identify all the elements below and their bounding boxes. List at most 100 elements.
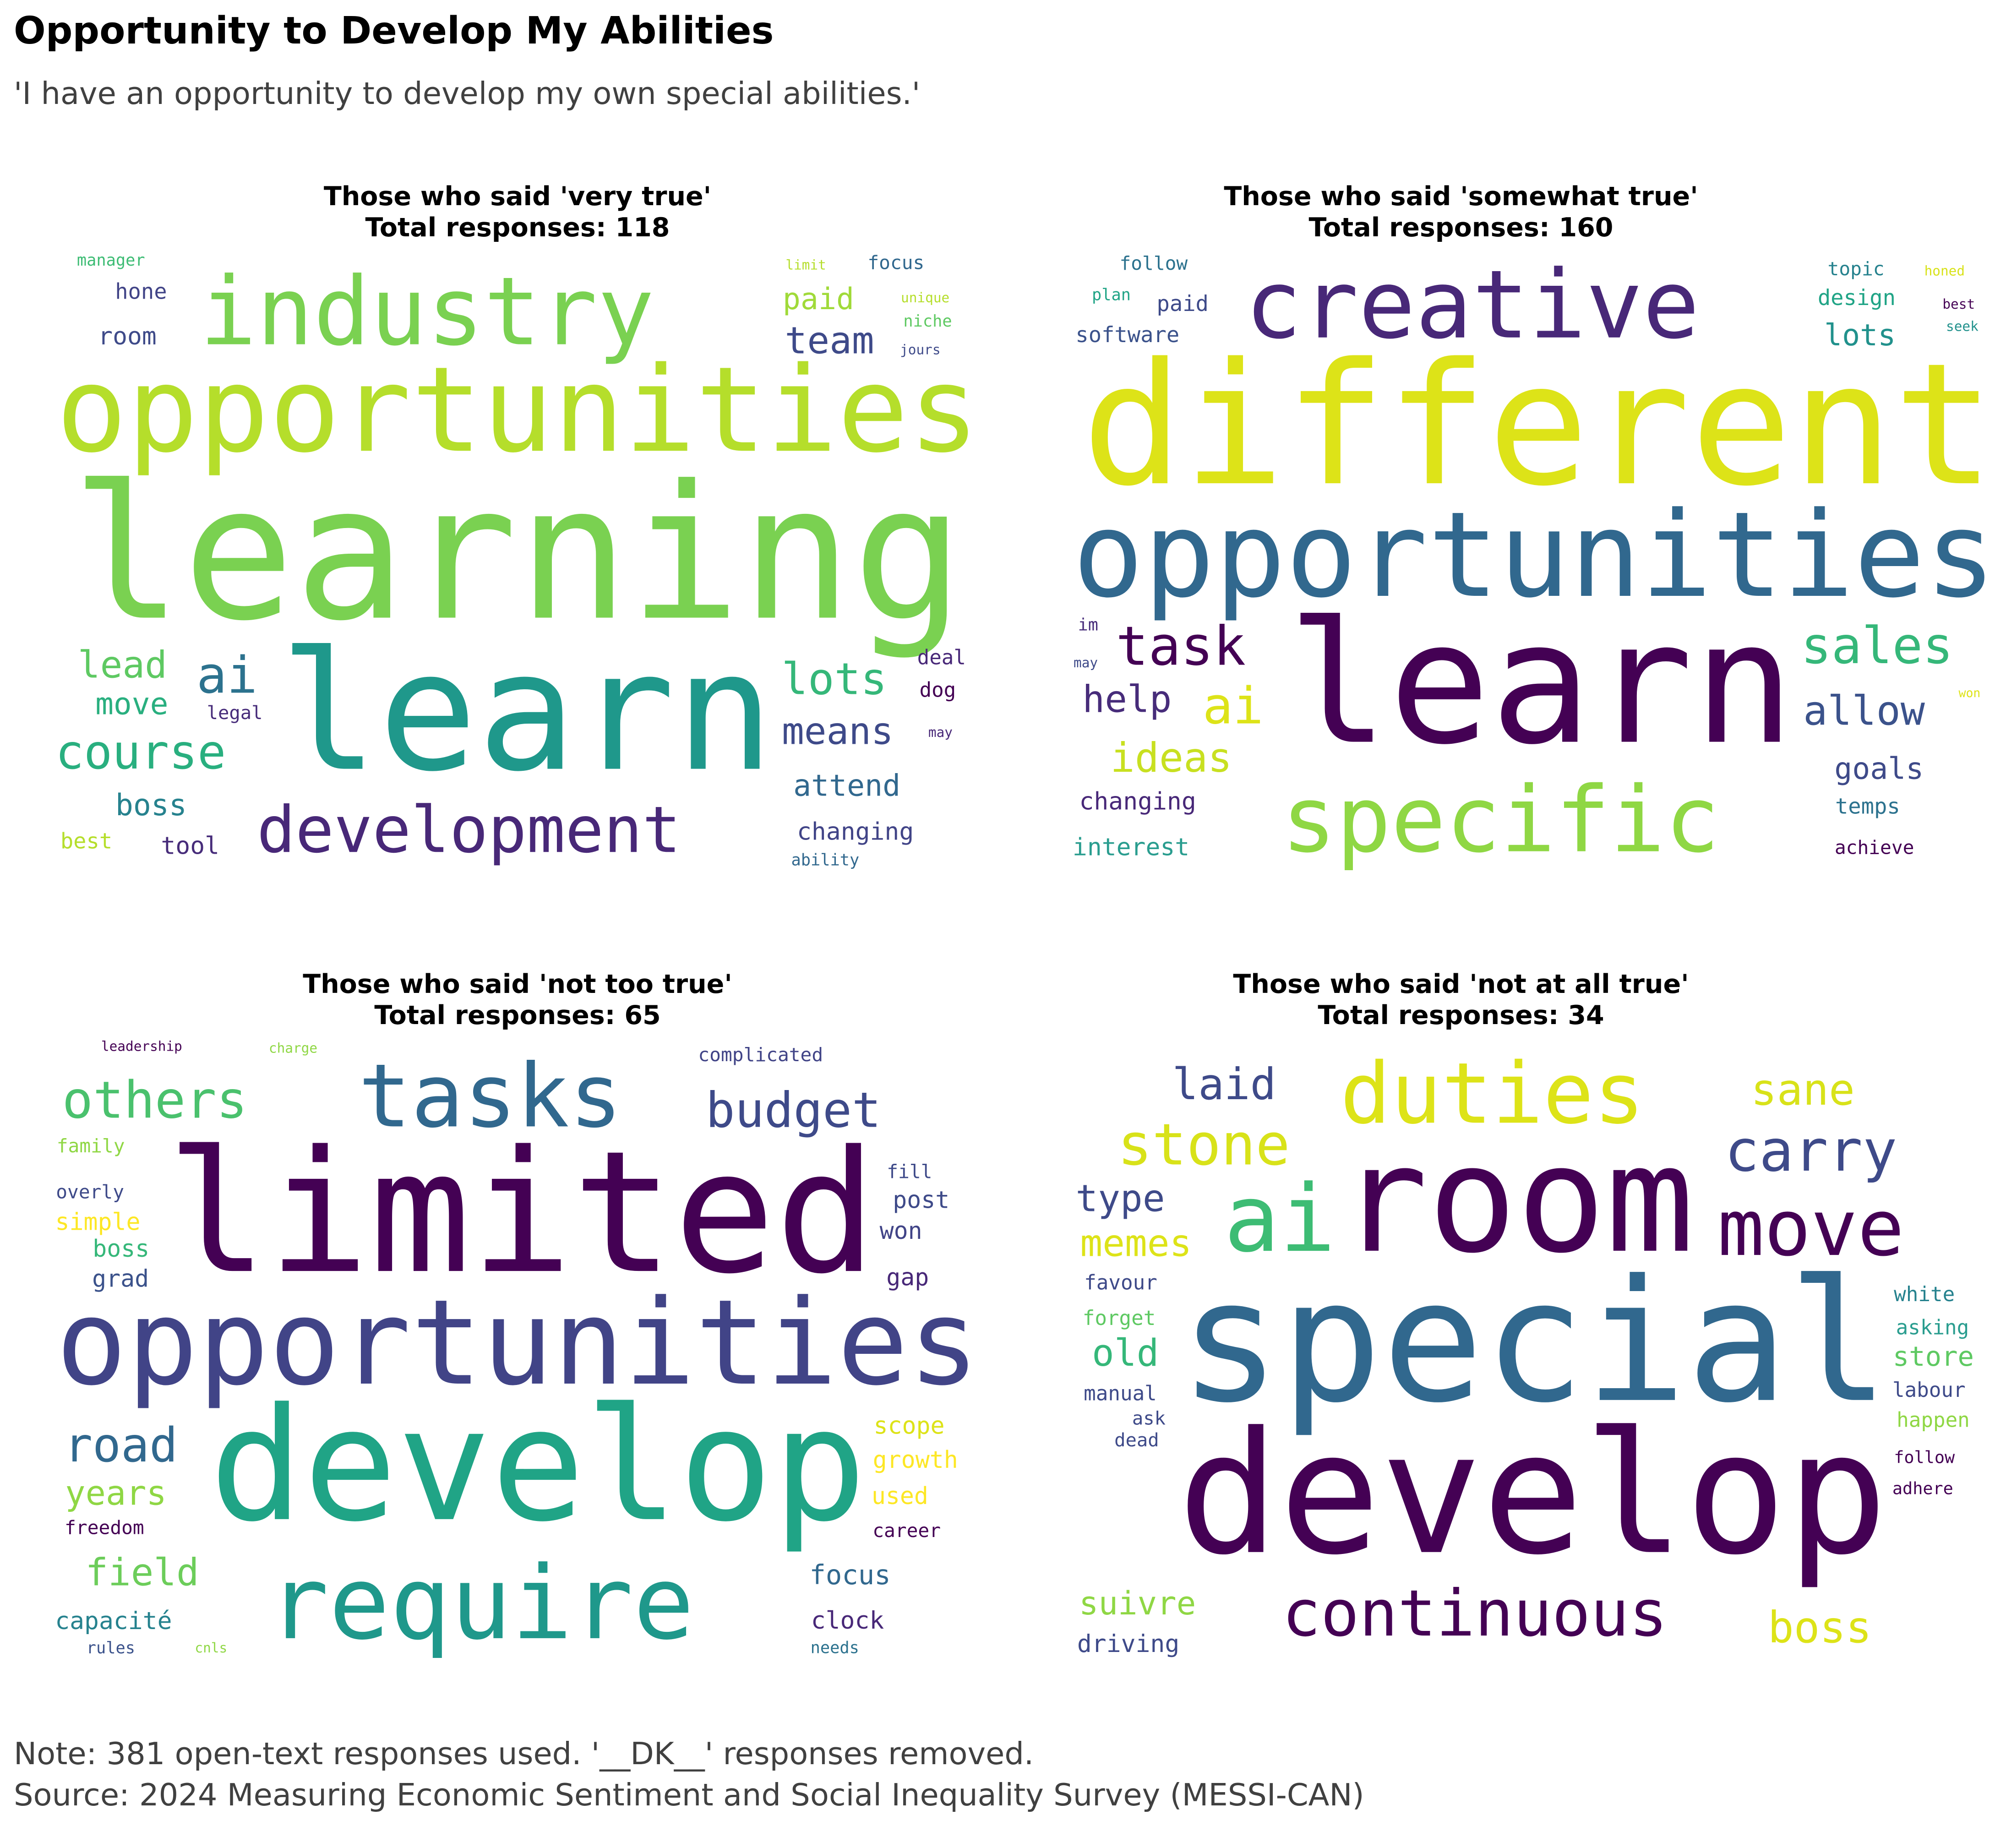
panel-title-somewhat-true: Those who said 'somewhat true' Total res… (1150, 181, 1772, 243)
word-carry: carry (1725, 1118, 1897, 1184)
word-course: course (55, 725, 226, 780)
word-learn: learn (1287, 585, 1795, 782)
footer-note: Note: 381 open-text responses used. '__D… (14, 1736, 1034, 1772)
word-tasks: tasks (358, 1045, 622, 1147)
word-family: family (57, 1135, 125, 1157)
word-boss: boss (1768, 1603, 1872, 1653)
word-tool: tool (161, 832, 219, 860)
word-ai: ai (196, 646, 257, 705)
word-freedom: freedom (65, 1517, 144, 1539)
word-best: best (1942, 296, 1975, 312)
word-attend: attend (793, 769, 900, 803)
word-best: best (60, 829, 112, 854)
word-ask: ask (1132, 1407, 1166, 1429)
word-plan: plan (1092, 285, 1131, 304)
word-old: old (1092, 1332, 1159, 1375)
word-driving: driving (1077, 1630, 1179, 1658)
wordcloud-somewhat-true: opportunities different learn creative speci… (1069, 245, 1999, 870)
word-creative: creative (1245, 250, 1700, 360)
word-deal: deal (917, 646, 966, 669)
word-opportunities: opportunities (56, 341, 979, 479)
word-ideas: ideas (1111, 734, 1232, 781)
word-years: years (65, 1474, 167, 1513)
word-rules: rules (87, 1639, 135, 1657)
word-growth: growth (873, 1446, 958, 1474)
word-suivre: suivre (1079, 1584, 1196, 1622)
word-happen: happen (1897, 1409, 1970, 1432)
word-require: require (268, 1545, 694, 1658)
word-capacité: capacité (55, 1607, 172, 1635)
word-post: post (893, 1187, 949, 1214)
word-limit: limit (785, 257, 826, 273)
word-may: may (1074, 655, 1098, 671)
word-legal: legal (207, 702, 263, 724)
word-development: development (257, 792, 681, 867)
word-lots: lots (781, 653, 887, 704)
word-laid: laid (1172, 1060, 1276, 1110)
word-move: move (95, 686, 168, 721)
word-gap: gap (886, 1264, 929, 1291)
word-help: help (1082, 678, 1172, 721)
panel-total: Total responses: 65 (374, 1000, 661, 1030)
footer-source: Source: 2024 Measuring Economic Sentimen… (14, 1777, 1364, 1813)
panel-heading: Those who said 'not too true' (303, 969, 732, 999)
word-ai: ai (1203, 677, 1264, 736)
word-develop: develop (1177, 1396, 1888, 1592)
word-room: room (1339, 1114, 1694, 1286)
word-learning: learning (71, 446, 964, 662)
word-career: career (872, 1520, 941, 1542)
word-means: means (782, 710, 894, 753)
word-forget: forget (1083, 1307, 1156, 1330)
word-used: used (872, 1483, 928, 1510)
panel-heading: Those who said 'not at all true' (1233, 969, 1689, 999)
word-sales: sales (1801, 617, 1953, 676)
word-focus: focus (867, 252, 924, 274)
word-dead: dead (1114, 1429, 1159, 1451)
main-title: Opportunity to Develop My Abilities (14, 9, 774, 53)
word-simple: simple (55, 1208, 140, 1236)
word-adhere: adhere (1892, 1478, 1953, 1498)
word-topic: topic (1828, 258, 1885, 280)
word-asking: asking (1896, 1316, 1969, 1340)
word-niche: niche (903, 312, 952, 331)
panel-heading: Those who said 'very true' (323, 181, 712, 212)
panel-title-not-too-true: Those who said 'not too true' Total resp… (206, 969, 829, 1031)
wordcloud-very-true: learning opportunities learn industry develo… (53, 245, 982, 870)
word-seek: seek (1946, 318, 1979, 334)
word-interest: interest (1073, 834, 1189, 861)
word-design: design (1818, 285, 1896, 311)
word-duties: duties (1340, 1045, 1645, 1143)
word-memes: memes (1080, 1222, 1192, 1265)
panel-title-very-true: Those who said 'very true' Total respons… (206, 181, 829, 243)
panel-total: Total responses: 118 (365, 213, 670, 243)
word-boss: boss (93, 1235, 149, 1263)
word-favour: favour (1084, 1271, 1157, 1294)
word-hone: hone (115, 279, 167, 304)
word-won: won (880, 1217, 922, 1245)
word-opportunities: opportunities (1073, 486, 1996, 624)
panel-title-not-at-all-true: Those who said 'not at all true' Total r… (1150, 969, 1772, 1031)
word-jours: jours (900, 342, 940, 358)
panel-total: Total responses: 34 (1318, 1000, 1604, 1030)
word-lots: lots (1824, 318, 1896, 353)
word-special: special (1179, 1243, 1890, 1440)
word-task: task (1116, 615, 1246, 678)
word-unique: unique (901, 290, 949, 305)
word-stone: stone (1117, 1111, 1290, 1178)
word-manager: manager (77, 251, 145, 270)
word-different: different (1082, 327, 1995, 523)
word-follow: follow (1894, 1448, 1955, 1467)
word-lead: lead (78, 643, 167, 687)
word-store: store (1893, 1341, 1974, 1372)
word-develop: develop (209, 1375, 867, 1556)
wordcloud-not-too-true: opportunities limited develop require tasks o… (53, 1033, 982, 1658)
word-scope: scope (874, 1412, 945, 1440)
word-fill: fill (887, 1161, 932, 1183)
word-focus: focus (809, 1559, 890, 1591)
word-leadership: leadership (101, 1038, 182, 1054)
word-overly: overly (56, 1181, 124, 1203)
word-cnls: cnls (195, 1640, 227, 1656)
word-complicated: complicated (698, 1044, 823, 1066)
